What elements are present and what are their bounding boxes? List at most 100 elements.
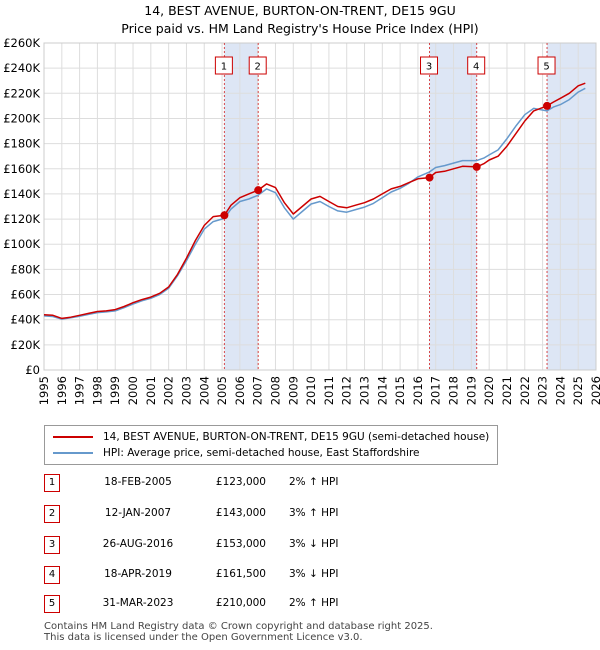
sale-date: 26-AUG-2016 [102,538,174,550]
x-tick-label: 2006 [233,376,247,405]
legend-hpi-label: HPI: Average price, semi-detached house,… [103,447,420,459]
y-tick-label: £220K [3,86,40,100]
sale-label-box [420,56,439,75]
x-tick-label: 2024 [553,376,567,405]
x-tick-label: 2023 [536,376,550,405]
sale-row: 1 18-FEB-2005 £123,000 2% ↑ HPI [44,474,564,492]
sale-number-badge: 5 [44,595,60,613]
legend-hpi-swatch [53,452,93,454]
x-tick-label: 2015 [393,376,407,405]
x-tick-label: 2012 [340,376,354,405]
x-tick-label: 2021 [500,376,514,405]
y-tick-label: £80K [11,262,41,276]
sale-point [425,173,434,182]
sale-row: 5 31-MAR-2023 £210,000 2% ↑ HPI [44,595,564,613]
chart-title: 14, BEST AVENUE, BURTON-ON-TRENT, DE15 9… [144,3,456,18]
sale-number-badge: 2 [44,505,60,523]
footer: Contains HM Land Registry data © Crown c… [44,621,433,643]
price-chart: £0 £20K £40K £60K £80K £100K £120K £140K £160K £1… [3,36,600,405]
x-tick-label: 2005 [215,376,229,405]
legend-item-hpi: HPI: Average price, semi-detached house,… [53,445,420,461]
hpi-line [43,87,586,320]
x-tick-label: 2019 [464,376,478,405]
y-tick-label: £0 [25,363,40,377]
sale-label-box [248,56,267,75]
sale-label-box [214,56,233,75]
sale-number-badge: 4 [44,566,60,584]
legend: 14, BEST AVENUE, BURTON-ON-TRENT, DE15 9… [44,425,498,465]
price-paid-line [43,82,586,320]
x-tick-label: 2018 [447,376,461,405]
x-tick-label: 2009 [286,376,300,405]
sale-date: 18-APR-2019 [104,568,172,580]
sale-hpi-delta: 3% ↓ HPI [289,568,339,580]
x-tick-label: 2011 [322,376,336,405]
y-tick-label: £200K [3,111,40,125]
x-tick-label: 2001 [144,376,158,405]
chart-subtitle: Price paid vs. HM Land Registry's House … [121,21,479,36]
x-tick-label: 2007 [251,376,265,405]
legend-price-label: 14, BEST AVENUE, BURTON-ON-TRENT, DE15 9… [103,431,490,443]
x-tick-label: 1997 [73,376,87,405]
sale-label-number: 2 [255,62,261,73]
sale-point [543,101,552,110]
sale-point [472,162,481,171]
x-tick-label: 2010 [304,376,318,405]
sale-price: £210,000 [215,597,266,609]
sale-price: £123,000 [215,476,266,488]
sale-label-number: 5 [543,62,549,73]
sale-label-box [467,56,486,75]
sale-label-number: 4 [473,62,479,73]
y-tick-label: £260K [3,36,40,50]
y-tick-label: £40K [11,313,41,327]
sale-date: 12-JAN-2007 [104,507,172,519]
sale-point [220,211,229,220]
y-tick-label: £240K [3,61,40,75]
chart-title-block: 14, BEST AVENUE, BURTON-ON-TRENT, DE15 9… [0,2,600,38]
sale-hpi-delta: 2% ↑ HPI [289,476,339,488]
x-tick-label: 1995 [37,376,51,405]
sale-number-badge: 1 [44,474,60,492]
plot-frame [43,42,597,371]
y-tick-label: £160K [3,162,40,176]
x-tick-label: 2002 [162,376,176,405]
x-tick-label: 2004 [197,376,211,405]
footer-copyright: Contains HM Land Registry data © Crown c… [44,621,433,632]
x-tick-label: 1998 [90,376,104,405]
x-tick-label: 1996 [55,376,69,405]
sale-date: 18-FEB-2005 [104,476,172,488]
sale-label-number: 3 [426,62,432,73]
sale-row: 3 26-AUG-2016 £153,000 3% ↓ HPI [44,536,564,554]
sale-price: £143,000 [215,507,266,519]
sale-price: £161,500 [215,568,266,580]
sale-point [254,186,263,195]
sale-price: £153,000 [215,538,266,550]
legend-item-price: 14, BEST AVENUE, BURTON-ON-TRENT, DE15 9… [53,429,489,445]
y-tick-label: £120K [3,212,40,226]
footer-license: This data is licensed under the Open Gov… [44,632,363,643]
x-tick-label: 2008 [268,376,282,405]
sale-row: 4 18-APR-2019 £161,500 3% ↓ HPI [44,566,564,584]
sale-number-badge: 3 [44,536,60,554]
x-tick-label: 2017 [429,376,443,405]
sale-label-number: 1 [221,62,227,73]
x-tick-label: 2014 [375,376,389,405]
x-tick-label: 2003 [179,376,193,405]
y-tick-label: £100K [3,237,40,251]
sale-row: 2 12-JAN-2007 £143,000 3% ↑ HPI [44,505,564,523]
x-tick-label: 2013 [358,376,372,405]
sale-label-box [537,56,556,75]
sale-hpi-delta: 2% ↑ HPI [289,597,339,609]
sale-hpi-delta: 3% ↑ HPI [289,507,339,519]
y-tick-label: £140K [3,187,40,201]
y-tick-label: £180K [3,137,40,151]
x-tick-label: 2016 [411,376,425,405]
x-tick-label: 2022 [518,376,532,405]
sale-hpi-delta: 3% ↓ HPI [289,538,339,550]
x-tick-label: 2020 [482,376,496,405]
legend-price-swatch [53,436,93,438]
x-tick-label: 2000 [126,376,140,405]
x-tick-label: 2026 [589,376,600,405]
sale-date: 31-MAR-2023 [102,597,174,609]
y-tick-label: £20K [11,338,41,352]
